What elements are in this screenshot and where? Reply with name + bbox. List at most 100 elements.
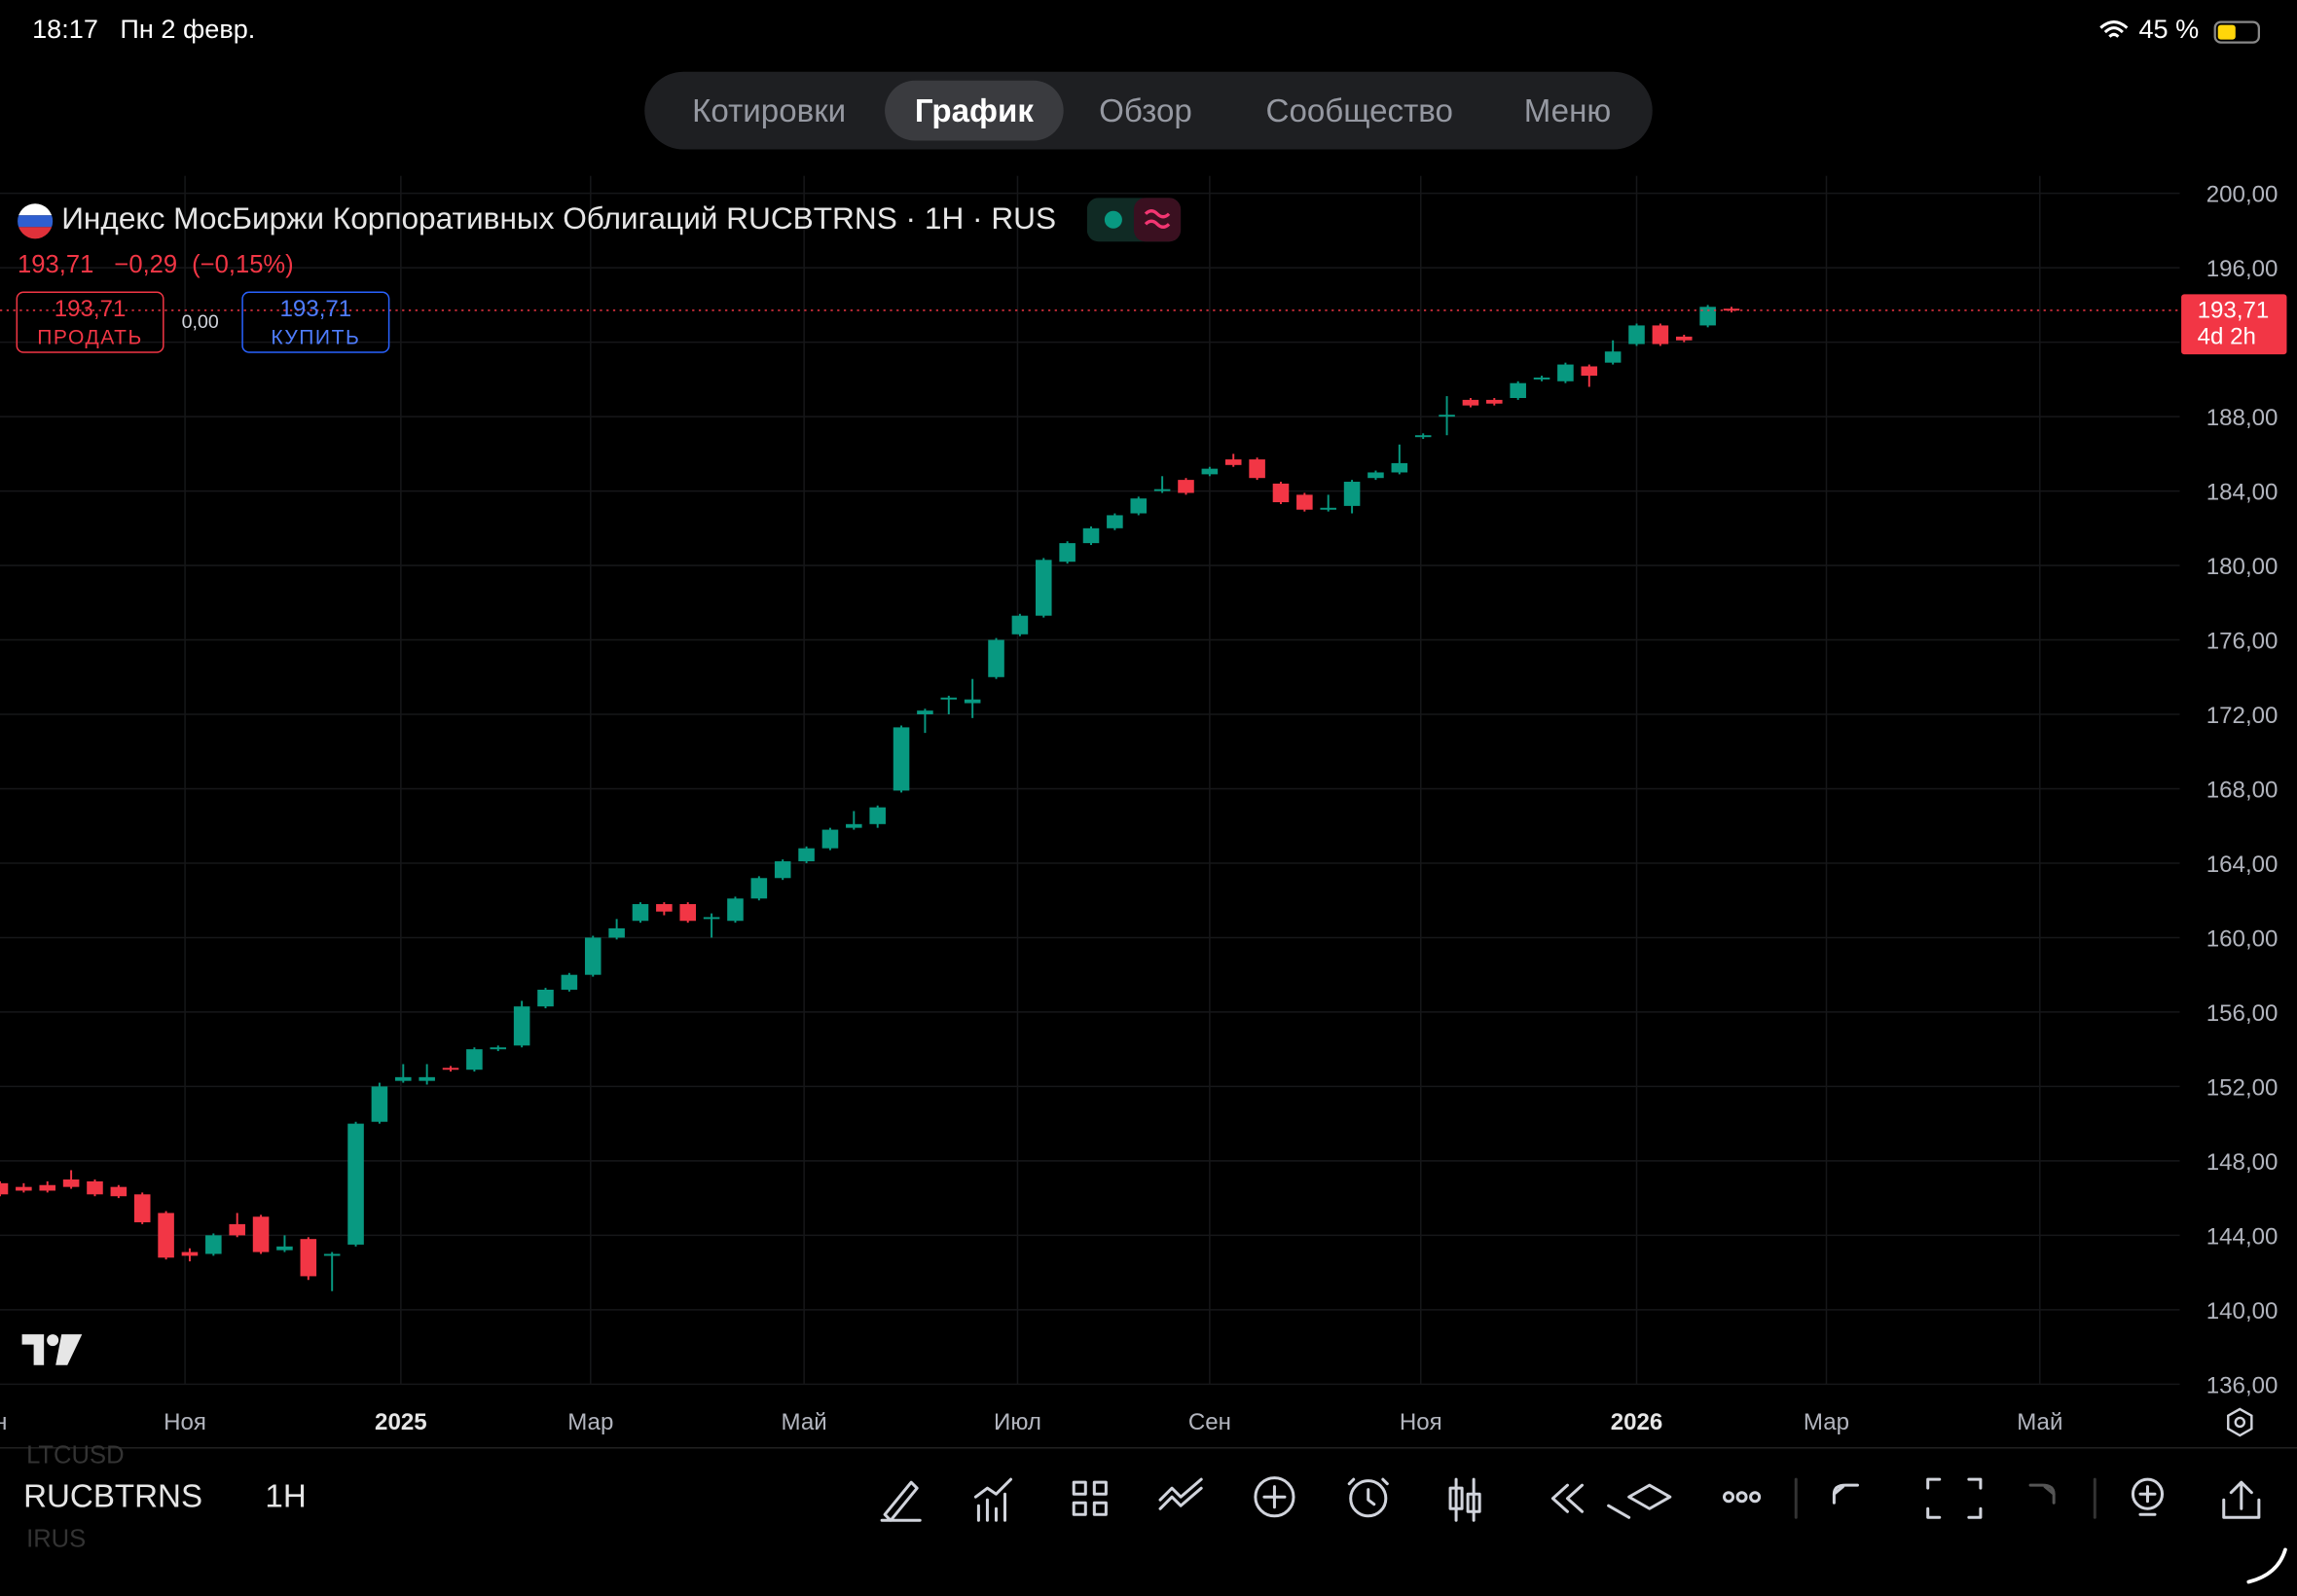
add-tool[interactable] [1254, 1476, 1295, 1518]
candle [1604, 340, 1622, 365]
tab[interactable]: Обзор [1099, 91, 1192, 129]
layers-tool[interactable] [1607, 1483, 1672, 1519]
x-tick-label: 2026 [1611, 1409, 1663, 1435]
tab[interactable]: Сообщество [1265, 91, 1453, 129]
redo-tool [2028, 1483, 2056, 1505]
candle-body [16, 1186, 32, 1191]
candle-body [1059, 543, 1076, 562]
candle-body [632, 904, 649, 922]
candle [1249, 457, 1265, 481]
chart: 136,00 140,00 144,00 148,00 152,00 156,00 160,… [0, 175, 2287, 1435]
flag-icon [18, 203, 54, 239]
draw-tool[interactable] [880, 1480, 922, 1522]
x-tick-label: Ноя [164, 1409, 206, 1435]
candle-body [323, 1253, 341, 1256]
candle [1533, 376, 1550, 381]
ghost-symbol: IRUS [26, 1524, 87, 1553]
symbol[interactable]: RUCBTRNS [23, 1477, 203, 1515]
candle-body [1652, 325, 1669, 345]
candle [1581, 364, 1598, 387]
layout-tool[interactable] [1072, 1480, 1108, 1516]
candle-body [703, 917, 720, 920]
last-price-label: 193,71 [2198, 297, 2270, 323]
candle-body [110, 1186, 128, 1197]
candle-body [229, 1223, 245, 1236]
share-tool[interactable] [2222, 1480, 2261, 1519]
candle [988, 637, 1004, 679]
candle-body [513, 1006, 530, 1046]
candle-body [798, 848, 815, 862]
y-tick-label: 200,00 [2206, 182, 2279, 208]
tab-active[interactable]: График [885, 80, 1064, 141]
y-tick-label: 168,00 [2206, 778, 2279, 804]
candle [110, 1184, 128, 1199]
x-tick-label: Мар [1804, 1409, 1849, 1435]
tv-logo [21, 1334, 83, 1365]
fullscreen-tool[interactable] [1926, 1477, 1983, 1519]
candle [347, 1121, 364, 1247]
plot-area [0, 175, 2180, 1386]
interval[interactable]: 1H [265, 1477, 307, 1515]
candle-body [1082, 527, 1100, 544]
candle [656, 902, 673, 916]
settings-icon[interactable] [2224, 1406, 2256, 1438]
legend-title: Индекс МосБиржи Корпоративных Облигаций … [61, 201, 1057, 236]
candle [1035, 558, 1052, 618]
divider [0, 1447, 2297, 1449]
x-tick-label: Май [782, 1409, 827, 1435]
candle [917, 708, 933, 734]
spread: 0,00 [181, 310, 219, 333]
candle [1011, 613, 1029, 636]
candle [1367, 470, 1384, 481]
candle-body [988, 639, 1004, 677]
candle-body [1439, 415, 1455, 417]
candle [1153, 476, 1171, 493]
battery-text: 45 % [2138, 15, 2200, 45]
candle [1201, 466, 1219, 477]
candle-body [727, 898, 744, 922]
candle [632, 902, 649, 924]
candle-body [466, 1049, 483, 1070]
sell-button[interactable]: 193,71 ПРОДАТЬ [16, 291, 164, 353]
replay-tool[interactable] [1550, 1483, 1585, 1513]
candle [181, 1248, 199, 1262]
candle-body [1557, 364, 1574, 381]
candle-body [1604, 351, 1622, 363]
candle-body [1224, 459, 1242, 465]
y-tick-label: 172,00 [2206, 703, 2279, 729]
candle [584, 935, 602, 977]
candle [1224, 453, 1242, 467]
candle [1414, 433, 1432, 440]
candle-body [62, 1179, 80, 1187]
y-tick-label: 176,00 [2206, 629, 2279, 655]
indicators-tool[interactable] [973, 1477, 1013, 1522]
undo-tool[interactable] [1832, 1483, 1859, 1505]
candle [39, 1180, 56, 1193]
candle-body [1367, 472, 1384, 479]
candle [513, 1000, 530, 1048]
y-tick-label: 148,00 [2206, 1149, 2279, 1176]
legend-price: 193,71 [18, 250, 94, 278]
chart-type-tool[interactable] [1448, 1477, 1481, 1522]
alert-tool[interactable] [1349, 1479, 1388, 1518]
candle-body [940, 697, 958, 700]
ideas-tool[interactable] [2131, 1477, 2165, 1510]
tab[interactable]: Котировки [692, 91, 847, 129]
candle [252, 1215, 270, 1254]
compare-tool[interactable] [1158, 1477, 1203, 1510]
y-tick-label: 180,00 [2206, 554, 2279, 580]
candle-body [181, 1251, 199, 1256]
candle-body [537, 989, 554, 1007]
tab[interactable]: Меню [1523, 91, 1612, 129]
candle-body [1510, 382, 1526, 398]
tab-bar: Котировки График Обзор Сообщество Меню [644, 71, 1653, 150]
candle [821, 827, 839, 851]
candle [1391, 444, 1408, 475]
candle-body [419, 1076, 435, 1081]
candle-body [917, 710, 933, 715]
buy-button[interactable]: 193,71 КУПИТЬ [241, 291, 390, 353]
candle [1462, 397, 1479, 408]
candle [371, 1082, 388, 1124]
x-tick-label: Сен [0, 1409, 7, 1435]
